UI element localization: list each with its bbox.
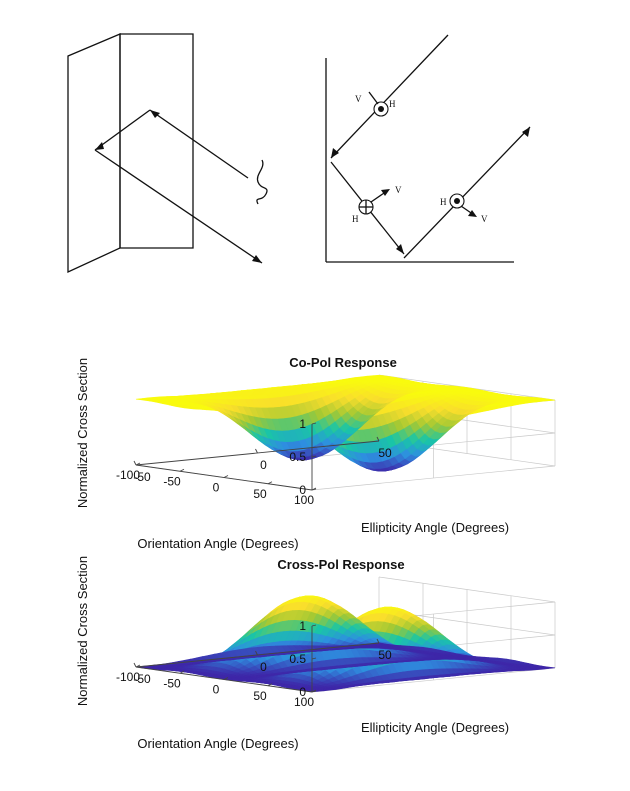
x-axis-label: Ellipticity Angle (Degrees) bbox=[361, 720, 509, 735]
y-tick-label: -50 bbox=[163, 676, 181, 690]
z-tick-label: 0 bbox=[299, 685, 306, 699]
h-label: H bbox=[389, 99, 396, 109]
polarization-marker-cross: V H bbox=[352, 185, 402, 224]
arrowhead bbox=[150, 110, 160, 118]
surface-patch bbox=[372, 374, 384, 377]
x-tick-label: -50 bbox=[133, 470, 151, 484]
h-label: H bbox=[352, 214, 359, 224]
incident-wave-icon bbox=[256, 159, 268, 205]
z-tick-mark bbox=[311, 455, 317, 458]
y-tick-label: -50 bbox=[163, 474, 181, 488]
dihedral-reflector bbox=[67, 33, 194, 274]
arrowhead bbox=[396, 244, 404, 254]
y-tick-label: 50 bbox=[253, 689, 267, 703]
polarization-diagram: V H V H H V bbox=[325, 34, 531, 263]
h-label: H bbox=[440, 197, 447, 207]
x-tick-label: 50 bbox=[378, 446, 392, 460]
dihedral-ray-path bbox=[94, 109, 263, 264]
z-tick-label: 1 bbox=[299, 417, 306, 431]
z-axis-label: Normalized Cross Section bbox=[75, 556, 90, 706]
v-label: V bbox=[355, 94, 362, 104]
surface-mesh bbox=[135, 595, 556, 693]
y-tick-label: -100 bbox=[116, 670, 140, 684]
polarization-marker-dot: H V bbox=[440, 193, 488, 224]
chart-title: Cross-Pol Response bbox=[277, 557, 404, 572]
x-tick-label: 50 bbox=[378, 648, 392, 662]
arrowhead bbox=[95, 142, 104, 150]
x-tick-mark bbox=[255, 650, 258, 656]
y-tick-mark bbox=[179, 670, 185, 674]
z-tick-mark bbox=[311, 657, 317, 660]
y-tick-label: 0 bbox=[213, 481, 220, 495]
x-tick-label: 0 bbox=[260, 660, 267, 674]
z-tick-label: 0.5 bbox=[289, 450, 306, 464]
floor-edge bbox=[311, 667, 556, 693]
y-axis-label: Orientation Angle (Degrees) bbox=[137, 736, 298, 751]
y-tick-mark bbox=[267, 683, 273, 687]
x-axis-label: Ellipticity Angle (Degrees) bbox=[361, 520, 509, 535]
y-tick-label: 100 bbox=[294, 493, 314, 507]
y-tick-mark bbox=[311, 689, 317, 693]
z-tick-mark bbox=[311, 624, 317, 627]
y-tick-label: -100 bbox=[116, 468, 140, 482]
y-tick-label: 0 bbox=[213, 683, 220, 697]
y-tick-mark bbox=[223, 475, 229, 478]
y-tick-mark bbox=[179, 468, 185, 472]
x-tick-mark bbox=[376, 436, 380, 442]
y-tick-label: 50 bbox=[253, 487, 267, 501]
y-tick-mark bbox=[135, 664, 141, 668]
z-tick-label: 1 bbox=[299, 619, 306, 633]
v-label: V bbox=[395, 185, 402, 195]
y-tick-label: 100 bbox=[294, 695, 314, 709]
y-tick-mark bbox=[135, 462, 141, 466]
polarization-marker-dot: V H bbox=[355, 91, 396, 117]
x-tick-label: 0 bbox=[260, 458, 267, 472]
z-axis-label: Normalized Cross Section bbox=[75, 358, 90, 508]
arrowhead bbox=[252, 255, 262, 263]
x-tick-mark bbox=[133, 460, 137, 466]
x-tick-mark bbox=[133, 662, 137, 668]
y-tick-mark bbox=[311, 487, 317, 491]
arrowhead bbox=[331, 148, 339, 158]
x-tick-label: -50 bbox=[133, 672, 151, 686]
x-tick-mark bbox=[376, 638, 380, 644]
floor-edge bbox=[311, 465, 556, 491]
dihedral-diagram bbox=[67, 33, 268, 274]
y-tick-mark bbox=[267, 481, 273, 485]
y-axis-label: Orientation Angle (Degrees) bbox=[137, 536, 298, 551]
v-label: V bbox=[481, 214, 488, 224]
z-tick-mark bbox=[311, 422, 317, 425]
z-tick-label: 0.5 bbox=[289, 652, 306, 666]
arrowhead bbox=[522, 127, 530, 137]
z-tick-label: 0 bbox=[299, 483, 306, 497]
x-tick-mark bbox=[255, 448, 258, 454]
chart-title: Co-Pol Response bbox=[289, 355, 397, 370]
y-tick-mark bbox=[223, 677, 229, 680]
surface-mesh bbox=[135, 374, 556, 472]
